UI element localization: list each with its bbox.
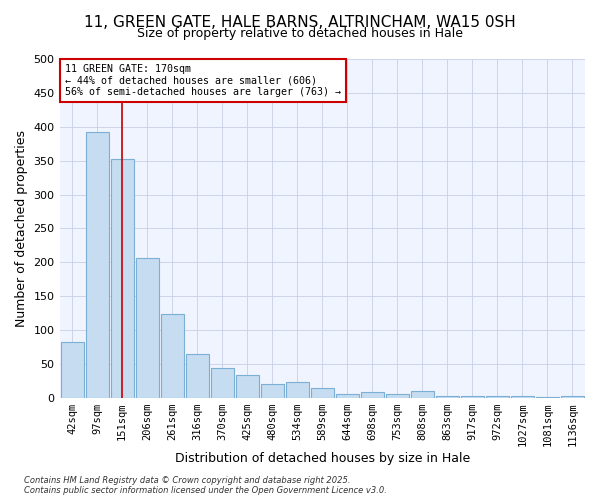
Bar [361, 392, 384, 398]
Bar [136, 258, 158, 398]
X-axis label: Distribution of detached houses by size in Hale: Distribution of detached houses by size … [175, 452, 470, 465]
Bar [236, 375, 259, 398]
Bar [61, 342, 83, 398]
Y-axis label: Number of detached properties: Number of detached properties [15, 130, 28, 327]
Bar [436, 396, 459, 398]
Bar [486, 396, 509, 398]
Text: Size of property relative to detached houses in Hale: Size of property relative to detached ho… [137, 28, 463, 40]
Bar [161, 314, 184, 398]
Bar [411, 391, 434, 398]
Bar [261, 384, 284, 398]
Bar [86, 132, 109, 398]
Bar [511, 396, 534, 398]
Bar [536, 397, 559, 398]
Text: Contains HM Land Registry data © Crown copyright and database right 2025.
Contai: Contains HM Land Registry data © Crown c… [24, 476, 387, 495]
Bar [311, 388, 334, 398]
Bar [110, 158, 134, 398]
Bar [561, 396, 584, 398]
Bar [286, 382, 309, 398]
Bar [211, 368, 233, 398]
Bar [185, 354, 209, 398]
Bar [336, 394, 359, 398]
Text: 11 GREEN GATE: 170sqm
← 44% of detached houses are smaller (606)
56% of semi-det: 11 GREEN GATE: 170sqm ← 44% of detached … [65, 64, 341, 98]
Text: 11, GREEN GATE, HALE BARNS, ALTRINCHAM, WA15 0SH: 11, GREEN GATE, HALE BARNS, ALTRINCHAM, … [84, 15, 516, 30]
Bar [386, 394, 409, 398]
Bar [461, 396, 484, 398]
